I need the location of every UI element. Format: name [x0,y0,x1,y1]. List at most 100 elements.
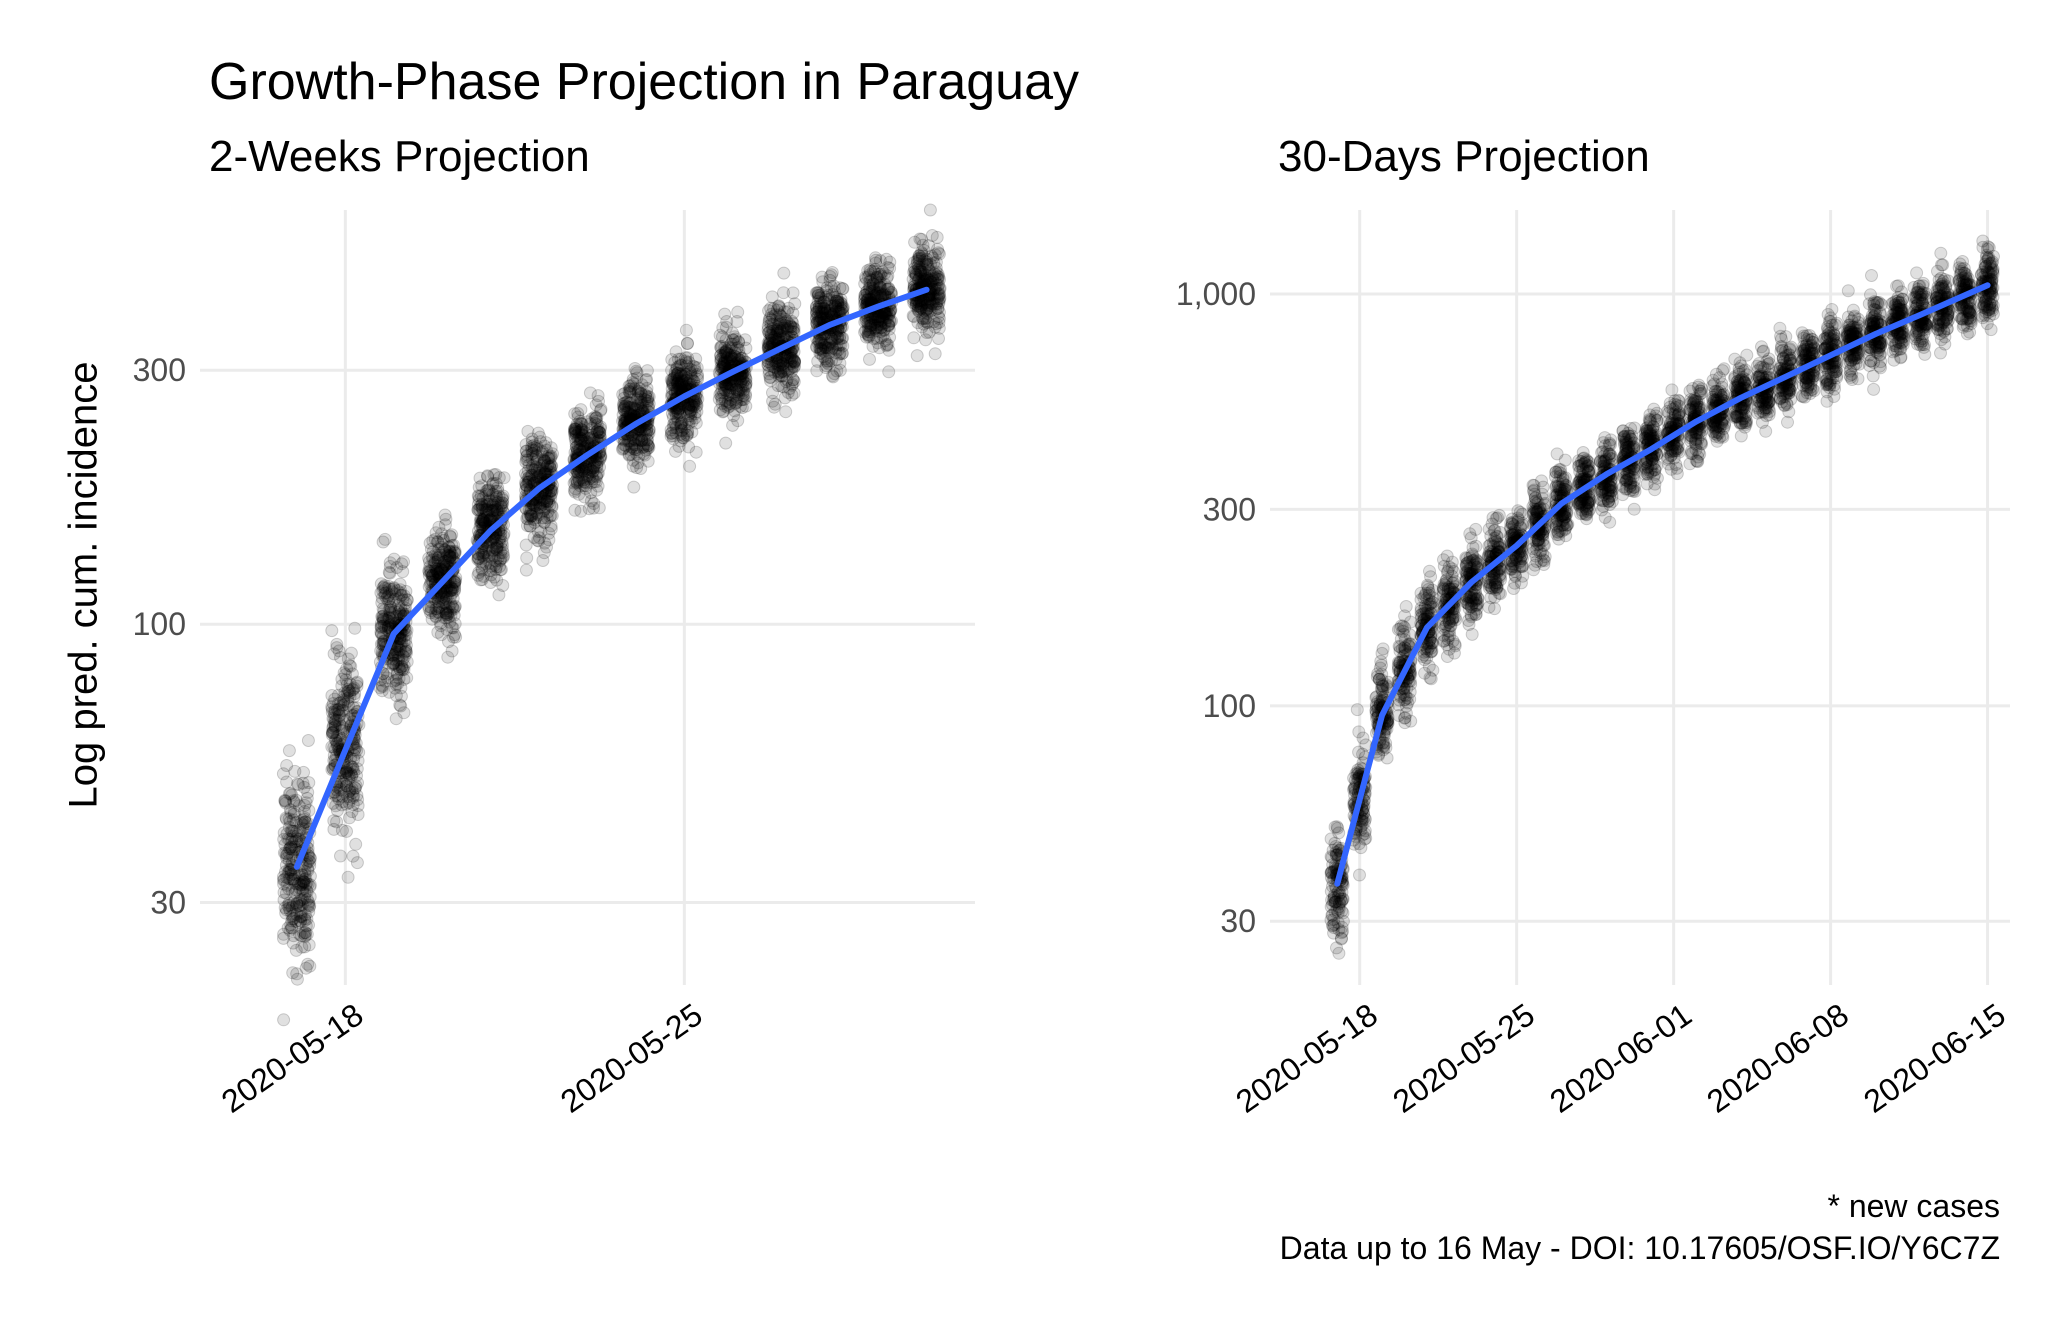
projection-point [395,588,409,602]
projection-point [326,725,340,739]
projection-point [714,340,728,354]
projection-point [326,712,340,726]
projection-point [712,392,726,406]
projection-point [1352,837,1366,851]
projection-point [328,743,342,756]
projection-point [340,678,354,691]
projection-point [284,824,298,838]
projection-point [334,696,348,710]
projection-point [293,928,307,941]
projection-point [764,370,778,384]
projection-point [345,683,359,697]
projection-point [1424,570,1438,584]
main-title: Growth-Phase Projection in Paraguay [209,53,1080,111]
projection-point [299,928,312,942]
projection-point [340,765,354,779]
projection-point [627,480,641,494]
projection-point [295,814,309,827]
projection-point [399,638,413,652]
projection-point [337,785,351,799]
projection-point [280,849,294,863]
projection-point [326,726,340,740]
projection-point [326,719,340,732]
projection-point [299,878,313,892]
projection-point [286,829,300,843]
projection-point [443,529,457,543]
projection-point [910,349,924,363]
projection-point [293,909,307,923]
projection-point [277,873,290,887]
projection-point [350,743,364,757]
projection-point [287,807,301,821]
projection-point [279,865,292,879]
projection-point [277,870,290,884]
projection-point [385,585,399,599]
projection-point [277,927,291,941]
projection-point [375,684,389,698]
projection-point [281,866,295,880]
projection-point [326,796,340,810]
projection-point [331,789,345,803]
projection-point [287,912,301,926]
projection-point [392,592,406,606]
projection-point [719,436,733,450]
projection-point [298,940,312,954]
x-tick-label: 2020-06-15 [1857,996,2012,1119]
projection-point [287,813,300,827]
projection-point [284,840,298,854]
projection-point [681,336,694,350]
projection-point [288,835,302,849]
projection-point [764,307,778,321]
projection-point [300,912,314,926]
projection-point [285,909,299,923]
projection-point [279,846,293,860]
projection-point [296,877,310,891]
projection-point [772,332,786,346]
projection-point [326,697,340,710]
projection-point [280,878,294,892]
x-tick-label: 2020-05-18 [1229,996,1384,1119]
projection-point [303,878,317,892]
projection-point [303,959,317,973]
projection-point [1350,703,1364,717]
projection-point [298,891,312,905]
projection-point [331,739,345,753]
projection-point [346,785,360,799]
projection-point [351,754,365,768]
projection-point [335,703,349,717]
projection-point [281,921,295,935]
projection-point [341,652,355,666]
projection-point [382,611,396,624]
projection-point [399,642,413,656]
x-tick-label: 2020-05-25 [554,996,709,1119]
projection-point [1327,891,1341,905]
projection-point [907,331,921,345]
projection-point [690,405,704,419]
projection-point [337,695,350,709]
projection-point [390,561,404,574]
projection-point [923,203,937,217]
projection-point [280,870,294,884]
projection-point [292,899,306,913]
projection-point [383,556,397,570]
projection-point [328,720,342,734]
projection-point [296,822,310,836]
projection-point [294,910,308,924]
projection-point [287,896,300,910]
projection-point [296,885,310,899]
projection-point [280,759,294,772]
projection-point [300,927,314,941]
projection-point [287,824,301,838]
projection-point [296,874,309,888]
projection-point [918,296,932,310]
projection-point [350,769,363,783]
projection-point [340,779,354,793]
projection-point [345,769,359,783]
projection-point [397,589,411,603]
projection-point [351,808,365,821]
projection-point [397,706,411,720]
projection-point [335,672,349,686]
projection-point [787,360,801,374]
projection-point [1437,577,1451,591]
